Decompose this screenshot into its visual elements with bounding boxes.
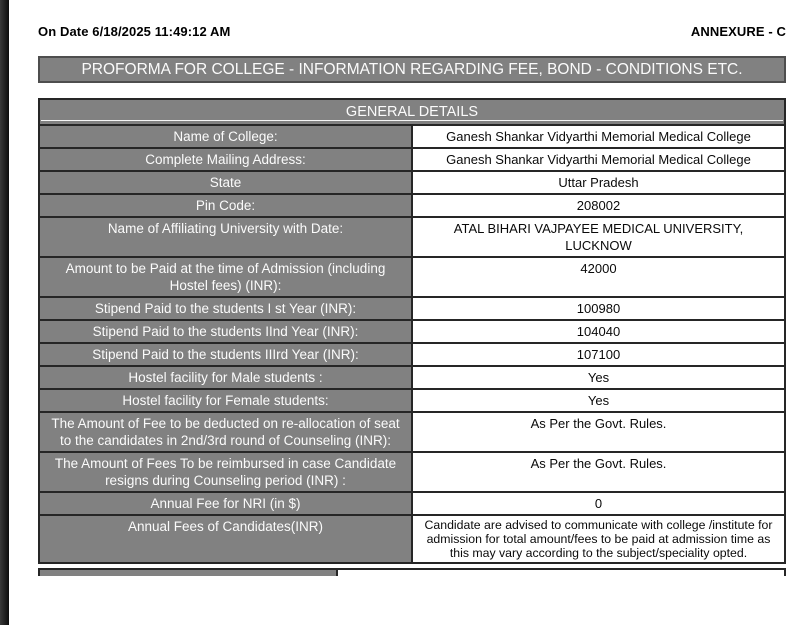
row-value: 42000: [411, 256, 786, 298]
row-value: Yes: [411, 365, 786, 390]
section-title: GENERAL DETAILS: [38, 98, 786, 126]
document-page: On Date 6/18/2025 11:49:12 AM ANNEXURE -…: [38, 0, 786, 577]
table-row: Stipend Paid to the students I st Year (…: [38, 296, 786, 321]
row-label: Stipend Paid to the students IInd Year (…: [38, 319, 413, 344]
page-edge-strip: [0, 0, 9, 625]
row-value: Ganesh Shankar Vidyarthi Memorial Medica…: [411, 124, 786, 149]
row-label: Stipend Paid to the students IIIrd Year …: [38, 342, 413, 367]
row-value: As Per the Govt. Rules.: [411, 411, 786, 453]
table-row: The Amount of Fee to be deducted on re-a…: [38, 411, 786, 453]
table-row: Annual Fees of Candidates(INR) Candidate …: [38, 513, 786, 565]
row-value: Uttar Pradesh: [411, 170, 786, 195]
row-label: Amount to be Paid at the time of Admissi…: [38, 256, 413, 298]
row-value: Yes: [411, 388, 786, 413]
table-row: The Amount of Fees To be reimbursed in c…: [38, 451, 786, 493]
row-label: Annual Fees of Candidates(INR): [38, 513, 413, 565]
row-value: 104040: [411, 319, 786, 344]
table-row: Stipend Paid to the students IInd Year (…: [38, 319, 786, 344]
next-table-value-cell-partial: [338, 570, 784, 577]
proforma-title: PROFORMA FOR COLLEGE - INFORMATION REGAR…: [81, 61, 743, 78]
row-label: Pin Code:: [38, 193, 413, 218]
row-value: Ganesh Shankar Vidyarthi Memorial Medica…: [411, 147, 786, 172]
row-value: As Per the Govt. Rules.: [411, 451, 786, 493]
row-value: Candidate are advised to communicate wit…: [411, 513, 786, 565]
row-value: 100980: [411, 296, 786, 321]
row-label: Annual Fee for NRI (in $): [38, 491, 413, 516]
annexure-label: ANNEXURE - C: [690, 24, 786, 39]
table-row: Annual Fee for NRI (in $) 0: [38, 491, 786, 516]
table-row: Name of Affiliating University with Date…: [38, 216, 786, 258]
proforma-title-banner: PROFORMA FOR COLLEGE - INFORMATION REGAR…: [38, 56, 786, 83]
row-label: Stipend Paid to the students I st Year (…: [38, 296, 413, 321]
table-row: Amount to be Paid at the time of Admissi…: [38, 256, 786, 298]
table-row: Pin Code: 208002: [38, 193, 786, 218]
table-row: Hostel facility for Male students : Yes: [38, 365, 786, 390]
next-table-label-cell-partial: [40, 570, 338, 577]
row-value: 0: [411, 491, 786, 516]
row-label: State: [38, 170, 413, 195]
row-label: Name of College:: [38, 124, 413, 149]
table-row: Name of College: Ganesh Shankar Vidyarthi…: [38, 124, 786, 149]
row-value: ATAL BIHARI VAJPAYEE MEDICAL UNIVERSITY,…: [411, 216, 786, 258]
next-table-partial: [38, 568, 786, 577]
table-row: Hostel facility for Female students: Yes: [38, 388, 786, 413]
table-row: Complete Mailing Address: Ganesh Shankar …: [38, 147, 786, 172]
table-row: State Uttar Pradesh: [38, 170, 786, 195]
general-details-table: GENERAL DETAILS Name of College: Ganesh S…: [38, 98, 786, 565]
row-label: Complete Mailing Address:: [38, 147, 413, 172]
document-header-line: On Date 6/18/2025 11:49:12 AM ANNEXURE -…: [38, 24, 786, 39]
spacer: [38, 83, 786, 98]
section-header-row: GENERAL DETAILS: [38, 98, 786, 126]
row-value: 107100: [411, 342, 786, 367]
row-label: Name of Affiliating University with Date…: [38, 216, 413, 258]
row-label: The Amount of Fees To be reimbursed in c…: [38, 451, 413, 493]
row-label: Hostel facility for Female students:: [38, 388, 413, 413]
print-date: On Date 6/18/2025 11:49:12 AM: [38, 24, 231, 39]
row-label: The Amount of Fee to be deducted on re-a…: [38, 411, 413, 453]
row-label: Hostel facility for Male students :: [38, 365, 413, 390]
row-value: 208002: [411, 193, 786, 218]
table-row: Stipend Paid to the students IIIrd Year …: [38, 342, 786, 367]
